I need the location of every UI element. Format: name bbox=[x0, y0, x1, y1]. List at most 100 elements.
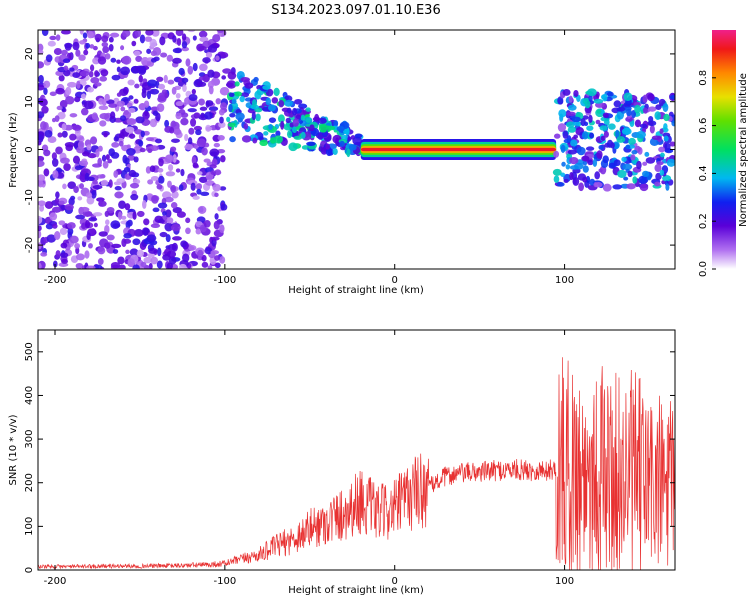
spectrogram-cell bbox=[572, 176, 580, 186]
spectrogram-cell bbox=[91, 189, 97, 199]
spectrogram-cell bbox=[46, 234, 57, 243]
spectrogram-cell bbox=[647, 106, 657, 112]
spectrogram-cell bbox=[262, 85, 271, 90]
spectrogram-cell bbox=[38, 180, 44, 188]
spectrogram-cell bbox=[602, 112, 609, 119]
spectrogram-cell bbox=[185, 217, 191, 224]
spectrogram-cell bbox=[55, 250, 61, 258]
spectrogram-cell bbox=[108, 103, 118, 108]
spectrogram-cell bbox=[86, 265, 96, 269]
spectrogram-cell bbox=[44, 130, 53, 138]
spectrogram-cell bbox=[642, 161, 648, 166]
spectrogram-cell bbox=[586, 125, 594, 131]
spectrogram-cell bbox=[53, 48, 62, 56]
spectrogram-cell bbox=[41, 105, 49, 114]
spectrogram-cell bbox=[577, 173, 587, 181]
spectrogram-cell bbox=[587, 159, 594, 166]
spectrogram-cell bbox=[171, 138, 180, 143]
spectrogram-cell bbox=[152, 207, 160, 213]
spectrogram-cell bbox=[148, 262, 153, 269]
spectrogram-cell bbox=[118, 140, 124, 147]
spectrogram-cell bbox=[75, 49, 81, 57]
spectrogram-cell bbox=[192, 162, 199, 168]
spectrogram-cell bbox=[199, 63, 208, 72]
spectrogram-cell bbox=[113, 181, 122, 186]
spectrogram-cell bbox=[252, 99, 257, 108]
spectrogram-cell bbox=[209, 164, 217, 169]
spectrogram-cell bbox=[205, 126, 213, 131]
spectrogram-cell bbox=[94, 82, 102, 87]
spectrogram-cell bbox=[38, 242, 42, 250]
spectrogram-cell bbox=[103, 132, 108, 138]
spectrogram-xtick-label: -200 bbox=[44, 275, 67, 286]
spectrogram-cell bbox=[91, 163, 102, 168]
spectrogram-cell bbox=[208, 106, 219, 112]
spectrogram-cell bbox=[110, 261, 121, 269]
spectrogram-cell bbox=[102, 45, 110, 54]
spectrogram-cell bbox=[193, 112, 201, 118]
spectrogram-cell bbox=[150, 223, 161, 229]
spectrogram-cell bbox=[133, 98, 139, 104]
spectrogram-cell bbox=[167, 79, 175, 85]
spectrogram-cell bbox=[613, 142, 620, 150]
spectrogram-cell bbox=[625, 116, 633, 122]
spectrogram-cell bbox=[201, 261, 209, 268]
spectrogram-cell bbox=[251, 111, 256, 121]
spectrogram-cell bbox=[147, 79, 158, 87]
spectrogram-cell bbox=[582, 160, 588, 166]
colorbar-label: Normalized spectral amplitude bbox=[738, 73, 749, 227]
spectrogram-cell bbox=[110, 57, 117, 63]
spectrogram-cell bbox=[210, 250, 220, 255]
spectrogram-cell bbox=[608, 162, 616, 169]
spectrogram-cell bbox=[219, 87, 230, 96]
spectrogram-cell bbox=[212, 34, 221, 43]
spectrogram-cell bbox=[219, 116, 224, 124]
spectrogram-cell bbox=[147, 179, 154, 185]
snr-xtick-label: 0 bbox=[392, 576, 398, 587]
spectrogram-cell bbox=[284, 99, 293, 107]
snr-x-label: Height of straight line (km) bbox=[288, 585, 424, 596]
spectrogram-cell bbox=[54, 231, 61, 240]
spectrogram-cell bbox=[38, 155, 45, 162]
spectrogram-cell bbox=[193, 144, 199, 149]
spectrogram-cell bbox=[275, 130, 281, 137]
spectrogram-cell bbox=[192, 62, 198, 72]
spectrogram-cell bbox=[143, 256, 153, 264]
spectrogram-cell bbox=[54, 197, 60, 205]
spectrogram-cell bbox=[651, 135, 662, 141]
spectrogram-cell bbox=[306, 141, 316, 147]
spectrogram-cell bbox=[569, 165, 579, 170]
spectrogram-cell bbox=[116, 92, 122, 97]
spectrogram-cell bbox=[567, 126, 577, 133]
spectrogram-cell bbox=[116, 59, 121, 64]
spectrogram-cell bbox=[289, 122, 294, 128]
spectrogram-cell bbox=[195, 183, 203, 190]
spectrogram-cell bbox=[49, 212, 58, 221]
spectrogram-cell bbox=[84, 211, 93, 217]
spectrogram-cell bbox=[99, 120, 107, 127]
spectrogram-cell bbox=[51, 158, 59, 167]
spectrogram-cell bbox=[151, 195, 159, 204]
spectrogram-cell bbox=[191, 156, 197, 165]
spectrogram-cell bbox=[231, 98, 237, 105]
spectrogram-cell bbox=[102, 160, 109, 169]
spectrogram-xtick-label: 0 bbox=[392, 275, 398, 286]
spectrogram-cell bbox=[98, 145, 103, 152]
spectrogram-cell bbox=[55, 191, 60, 199]
spectrogram-cell bbox=[109, 32, 120, 38]
spectrogram-carrier-band bbox=[360, 147, 557, 152]
spectrogram-cell bbox=[92, 184, 103, 190]
spectrogram-cell bbox=[209, 148, 220, 157]
snr-xtick-label: -200 bbox=[44, 576, 67, 587]
spectrogram-cell bbox=[280, 120, 285, 130]
spectrogram-cell bbox=[210, 236, 220, 241]
spectrogram-cell bbox=[52, 169, 59, 179]
spectrogram-cell bbox=[645, 157, 656, 164]
snr-xtick-label: 100 bbox=[555, 576, 574, 587]
spectrogram-cell bbox=[143, 100, 150, 108]
spectrogram-cell bbox=[608, 123, 616, 130]
spectrogram-cell bbox=[588, 114, 593, 123]
spectrogram-cell bbox=[100, 69, 109, 77]
spectrogram-cell bbox=[122, 30, 131, 38]
spectrogram-cell bbox=[113, 136, 119, 142]
